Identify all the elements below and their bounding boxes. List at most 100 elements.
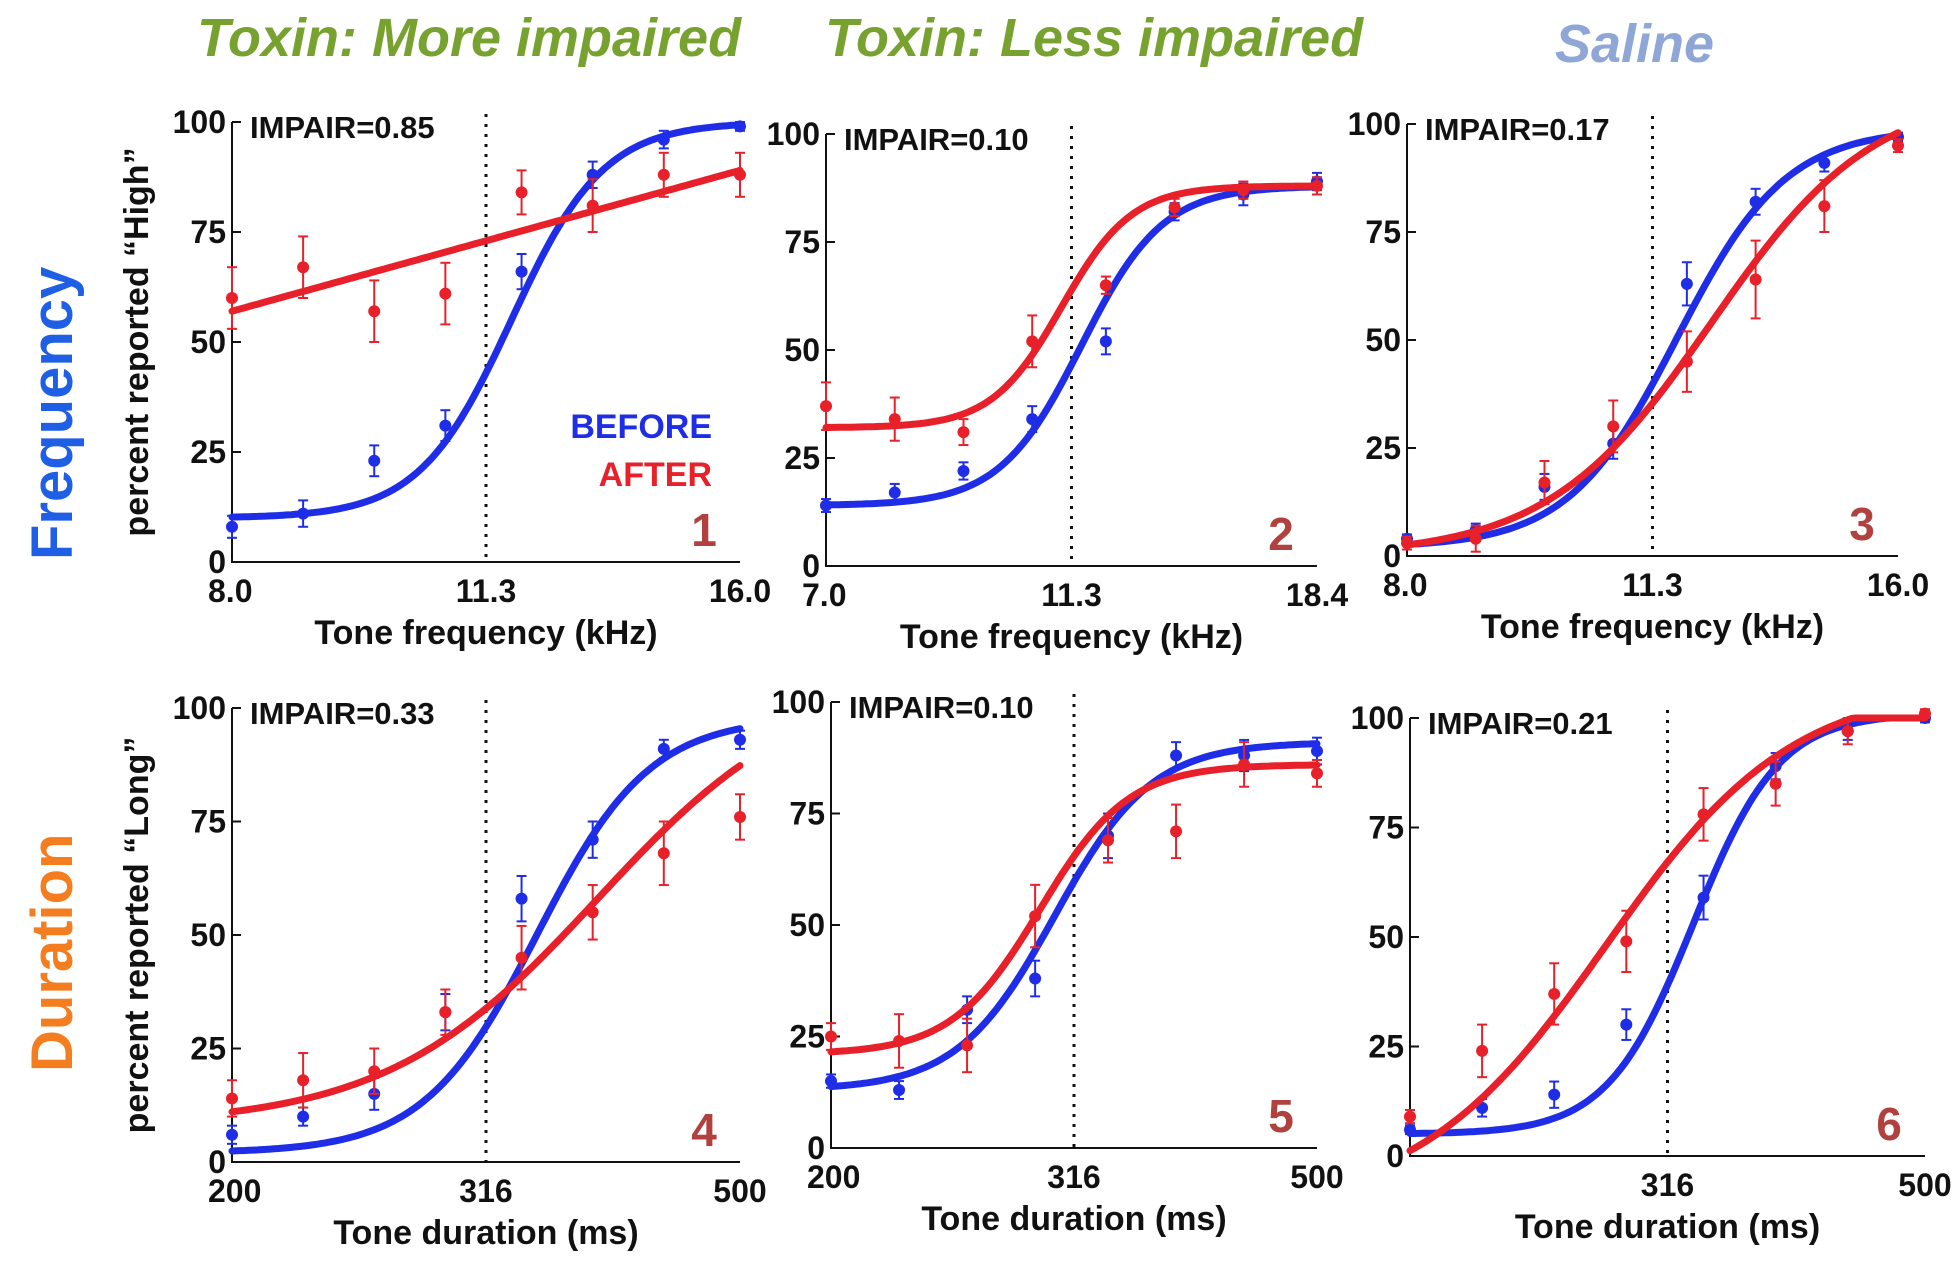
marker xyxy=(957,426,970,439)
marker xyxy=(586,199,599,212)
panel-number: 5 xyxy=(1268,1090,1294,1142)
marker xyxy=(586,833,599,846)
data-point-after xyxy=(1401,535,1413,551)
marker xyxy=(439,1006,452,1019)
data-point-before xyxy=(1170,741,1183,770)
y-tick-label: 50 xyxy=(1365,322,1401,358)
x-tick-label: 18.4 xyxy=(1286,577,1348,613)
data-point-before xyxy=(1404,1123,1416,1136)
marker xyxy=(1769,777,1782,790)
y-tick-label: 75 xyxy=(789,796,825,832)
data-point-after xyxy=(957,418,970,447)
data-point-before xyxy=(1680,261,1693,307)
data-point-before xyxy=(1620,1008,1633,1041)
data-point-before xyxy=(825,1073,837,1089)
y-tick-label: 100 xyxy=(767,116,820,152)
x-tick-label: 16.0 xyxy=(1867,567,1929,603)
data-point-after xyxy=(1026,314,1039,369)
panel-2: 0 25 50 75 100 7.0 11.3 18.4 Tone frequency (kHz… xyxy=(767,116,1349,656)
x-axis-label: Tone frequency (kHz) xyxy=(1481,608,1824,646)
data-point-before xyxy=(1029,959,1042,998)
marker xyxy=(586,168,599,181)
marker xyxy=(1697,891,1710,904)
x-tick-label: 8.0 xyxy=(1383,567,1427,603)
y-tick-label: 25 xyxy=(190,434,226,470)
impair-label: IMPAIR=0.33 xyxy=(250,696,435,731)
data-point-before xyxy=(734,729,746,750)
data-point-before xyxy=(368,444,381,478)
y-tick-label: 0 xyxy=(1383,538,1401,574)
marker xyxy=(226,520,238,533)
data-point-before xyxy=(1548,1080,1561,1109)
panel-number: 1 xyxy=(691,504,717,556)
impair-label: IMPAIR=0.10 xyxy=(849,690,1034,725)
data-point-after xyxy=(1538,459,1551,506)
data-point-after xyxy=(1168,197,1181,218)
x-axis-label: Tone duration (ms) xyxy=(1515,1208,1820,1246)
data-point-before xyxy=(297,1106,310,1127)
data-point-before xyxy=(1099,327,1112,356)
data-point-after xyxy=(586,178,599,233)
data-point-after xyxy=(439,261,452,326)
marker xyxy=(893,1034,906,1047)
x-tick-label: 7.0 xyxy=(802,577,846,613)
marker xyxy=(657,847,670,860)
data-point-after xyxy=(1749,239,1762,320)
panel-6: 0 25 50 75 100 316 500 Tone duration (ms) IMPAIR… xyxy=(1351,700,1952,1246)
data-point-after xyxy=(297,235,310,299)
data-point-before xyxy=(893,1080,906,1100)
marker xyxy=(1680,277,1693,290)
row-label-duration: Duration xyxy=(20,834,85,1072)
data-point-after xyxy=(820,381,832,431)
data-point-after xyxy=(1680,330,1693,393)
marker xyxy=(439,287,452,300)
marker xyxy=(1818,200,1831,213)
marker xyxy=(226,292,238,304)
impair-label: IMPAIR=0.21 xyxy=(1428,706,1613,741)
marker xyxy=(734,733,746,746)
marker xyxy=(515,265,528,278)
y-tick-label: 0 xyxy=(807,1130,825,1166)
y-tick-label: 50 xyxy=(789,907,825,943)
data-point-before xyxy=(957,461,970,481)
panel-5: 0 25 50 75 100 200 316 500 Tone duration (ms) IMP… xyxy=(772,684,1344,1238)
marker xyxy=(226,1128,238,1141)
data-point-before xyxy=(888,482,901,503)
marker xyxy=(1311,179,1323,192)
panel-3: 0 25 50 75 100 8.0 11.3 16.0 Tone frequency (kHz… xyxy=(1348,106,1930,646)
fit-line-before xyxy=(228,725,744,1155)
marker xyxy=(825,1075,837,1088)
marker xyxy=(1548,987,1561,1000)
y-axis-label: percent reported “High” xyxy=(118,147,156,536)
y-tick-label: 50 xyxy=(190,324,226,360)
marker xyxy=(961,1039,974,1052)
y-tick-label: 100 xyxy=(1348,106,1401,142)
data-point-after xyxy=(1099,275,1112,295)
y-tick-label: 50 xyxy=(784,332,820,368)
y-tick-label: 50 xyxy=(1368,919,1404,955)
impair-label: IMPAIR=0.10 xyxy=(844,122,1029,157)
data-point-after xyxy=(1841,717,1854,746)
marker xyxy=(297,261,310,274)
marker xyxy=(1237,184,1250,197)
fit-line-before xyxy=(1403,132,1902,548)
data-point-after xyxy=(1919,707,1931,720)
y-tick-label: 75 xyxy=(1365,214,1401,250)
data-point-before xyxy=(515,874,528,923)
fit-line-after xyxy=(822,182,1321,431)
marker xyxy=(1607,420,1620,433)
marker xyxy=(1102,834,1115,847)
marker xyxy=(586,906,599,919)
marker xyxy=(1919,707,1931,720)
data-point-after xyxy=(1548,962,1561,1026)
x-tick-label: 500 xyxy=(1290,1159,1343,1195)
data-point-after xyxy=(1469,524,1482,553)
data-point-after xyxy=(226,266,238,330)
marker xyxy=(734,120,746,133)
marker xyxy=(297,1074,310,1087)
data-point-after xyxy=(1607,399,1620,454)
marker xyxy=(1099,335,1112,348)
marker xyxy=(657,168,670,181)
panel-number: 2 xyxy=(1268,508,1294,560)
